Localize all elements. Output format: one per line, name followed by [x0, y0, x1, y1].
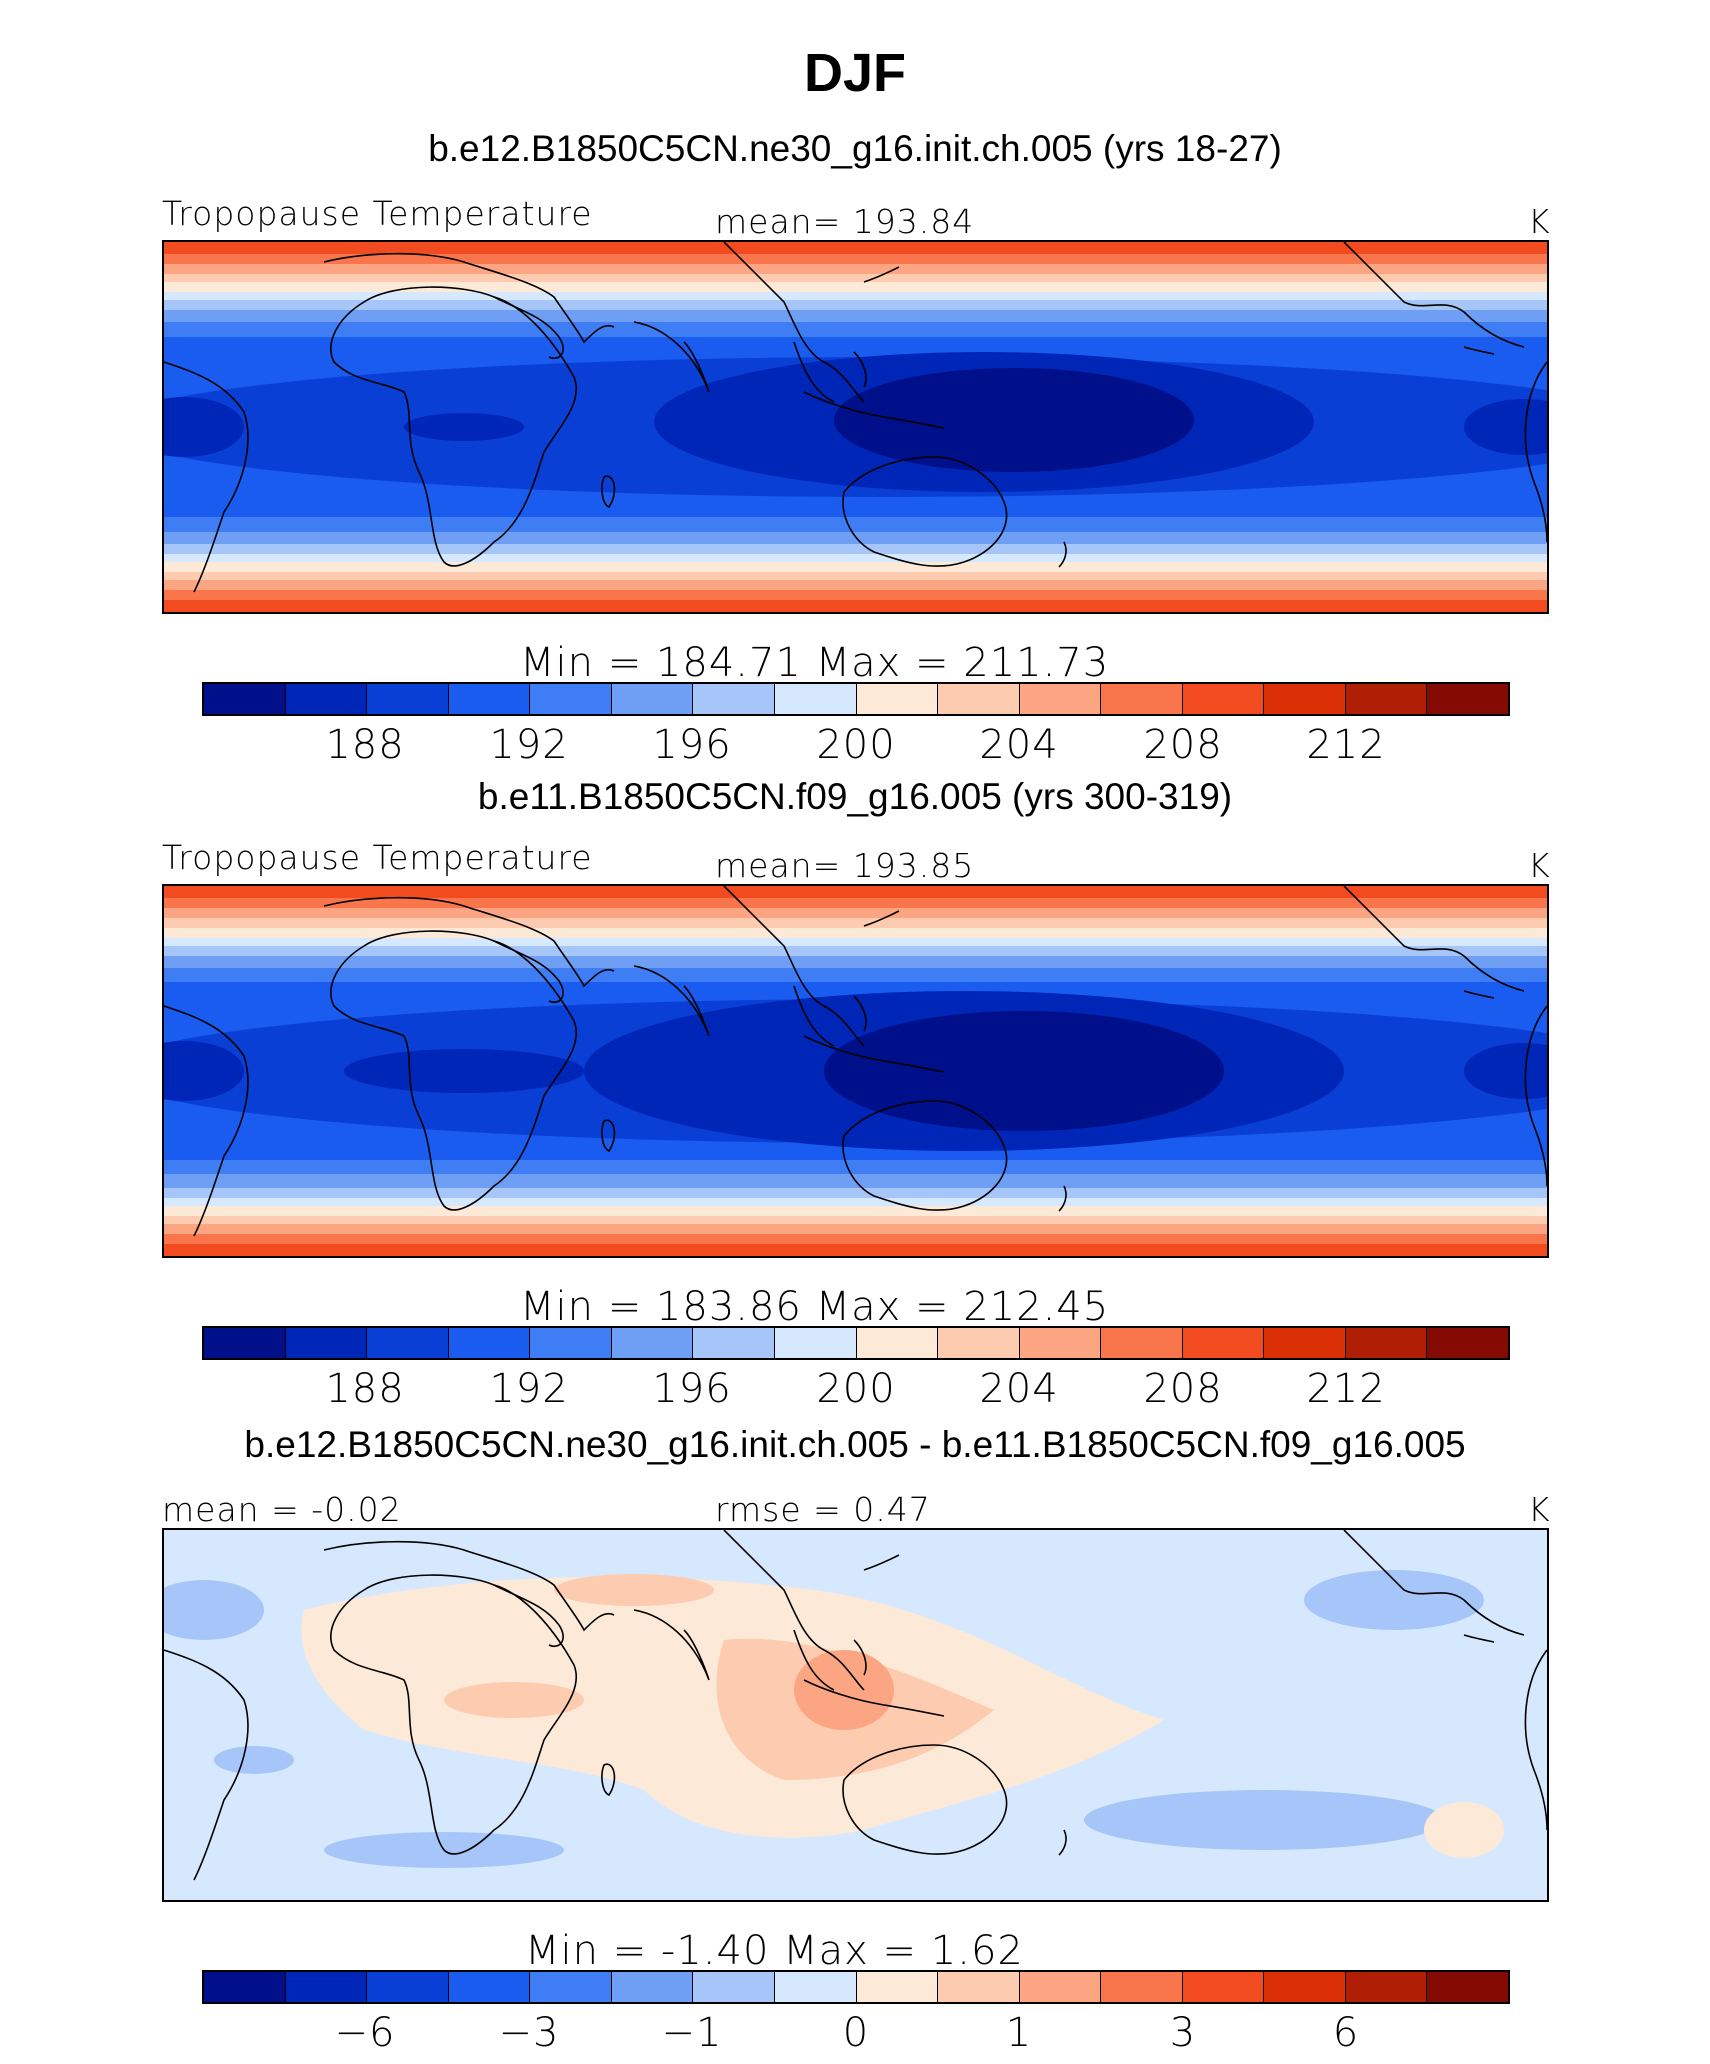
- colorbar-swatch: [1264, 1328, 1346, 1358]
- colorbar-swatch: [367, 1972, 449, 2002]
- colorbar-swatch: [367, 1328, 449, 1358]
- colorbar-swatch: [1101, 684, 1183, 714]
- panel2-tick-label: 192: [489, 1366, 569, 1412]
- panel3-minmax-label: Min = -1.40 Max = 1.62: [525, 1928, 1024, 1974]
- panel3-tick-label: 0: [842, 2010, 870, 2056]
- panel3-tick-label: 6: [1332, 2010, 1360, 2056]
- panel1-units-label: K: [1528, 202, 1551, 241]
- panel1-tick-label: 188: [325, 722, 405, 768]
- colorbar-swatch: [1182, 1972, 1265, 2002]
- panel1-minmax-label: Min = 184.71 Max = 211.73: [520, 640, 1110, 686]
- panel2-variable-label: Tropopause Temperature: [162, 838, 593, 877]
- panel2-tick-label: 204: [979, 1366, 1059, 1412]
- panel1-tick-label: 192: [489, 722, 569, 768]
- colorbar-swatch: [774, 1972, 857, 2002]
- colorbar-swatch: [611, 684, 694, 714]
- colorbar-swatch: [1264, 1972, 1346, 2002]
- colorbar-swatch: [285, 1328, 368, 1358]
- panel3-colorbar: [202, 1970, 1510, 2004]
- panel1-map: [162, 240, 1549, 614]
- colorbar-swatch: [1101, 1328, 1183, 1358]
- panel3-rmse-label: rmse = 0.47: [715, 1490, 931, 1529]
- colorbar-swatch: [367, 684, 449, 714]
- panel1-mean-label: mean= 193.84: [715, 202, 975, 241]
- colorbar-swatch: [448, 1328, 531, 1358]
- panel1-colorbar: [202, 682, 1510, 716]
- colorbar-swatch: [448, 1972, 531, 2002]
- figure-title: DJF: [803, 43, 906, 103]
- panel2-map: [162, 884, 1549, 1258]
- colorbar-swatch: [856, 1972, 939, 2002]
- panel2-mean-label: mean= 193.85: [715, 846, 975, 885]
- panel2-tick-label: 212: [1306, 1366, 1386, 1412]
- colorbar-swatch: [693, 684, 775, 714]
- colorbar-swatch: [1019, 1328, 1102, 1358]
- colorbar-swatch: [1345, 684, 1428, 714]
- colorbar-swatch: [856, 684, 939, 714]
- panel1-tick-label: 208: [1143, 722, 1223, 768]
- colorbar-swatch: [1019, 1972, 1102, 2002]
- colorbar-swatch: [938, 1972, 1020, 2002]
- panel2-tick-label: 188: [325, 1366, 405, 1412]
- colorbar-swatch: [938, 1328, 1020, 1358]
- colorbar-swatch: [693, 1328, 775, 1358]
- panel3-tick-label: −6: [334, 2010, 396, 2056]
- colorbar-swatch: [1427, 1328, 1508, 1358]
- panel2-tick-label: 196: [652, 1366, 732, 1412]
- panel3-mean-label: mean = -0.02: [162, 1490, 402, 1529]
- colorbar-swatch: [204, 684, 286, 714]
- panel2-minmax-label: Min = 183.86 Max = 212.45: [520, 1284, 1110, 1330]
- colorbar-swatch: [1345, 1328, 1428, 1358]
- panel3-tick-label: 3: [1169, 2010, 1197, 2056]
- colorbar-swatch: [1427, 684, 1508, 714]
- panel3-tick-label: 1: [1005, 2010, 1033, 2056]
- panel2-case-title: b.e11.B1850C5CN.f09_g16.005 (yrs 300-319…: [477, 776, 1233, 817]
- colorbar-swatch: [1101, 1972, 1183, 2002]
- colorbar-swatch: [285, 1972, 368, 2002]
- panel2-colorbar: [202, 1326, 1510, 1360]
- panel1-tick-label: 204: [979, 722, 1059, 768]
- colorbar-swatch: [530, 1328, 612, 1358]
- colorbar-swatch: [856, 1328, 939, 1358]
- colorbar-swatch: [611, 1328, 694, 1358]
- colorbar-swatch: [774, 1328, 857, 1358]
- colorbar-swatch: [1182, 684, 1265, 714]
- colorbar-swatch: [611, 1972, 694, 2002]
- panel1-tick-label: 212: [1306, 722, 1386, 768]
- panel2-units-label: K: [1528, 846, 1551, 885]
- colorbar-swatch: [1019, 684, 1102, 714]
- colorbar-swatch: [1264, 684, 1346, 714]
- colorbar-swatch: [1427, 1972, 1508, 2002]
- panel2-tick-label: 208: [1143, 1366, 1223, 1412]
- colorbar-swatch: [204, 1972, 286, 2002]
- panel1-tick-label: 196: [652, 722, 732, 768]
- colorbar-swatch: [1345, 1972, 1428, 2002]
- panel3-case-title: b.e12.B1850C5CN.ne30_g16.init.ch.005 - b…: [244, 1424, 1466, 1465]
- panel1-tick-label: 200: [816, 722, 896, 768]
- colorbar-swatch: [285, 684, 368, 714]
- colorbar-swatch: [1182, 1328, 1265, 1358]
- panel3-units-label: K: [1528, 1490, 1551, 1529]
- panel1-variable-label: Tropopause Temperature: [162, 194, 593, 233]
- colorbar-swatch: [530, 1972, 612, 2002]
- colorbar-swatch: [938, 684, 1020, 714]
- colorbar-swatch: [204, 1328, 286, 1358]
- colorbar-swatch: [693, 1972, 775, 2002]
- panel2-tick-label: 200: [816, 1366, 896, 1412]
- colorbar-swatch: [448, 684, 531, 714]
- panel1-case-title: b.e12.B1850C5CN.ne30_g16.init.ch.005 (yr…: [428, 128, 1282, 169]
- panel3-tick-label: −3: [498, 2010, 560, 2056]
- panel3-map: [162, 1528, 1549, 1902]
- colorbar-swatch: [774, 684, 857, 714]
- colorbar-swatch: [530, 684, 612, 714]
- panel3-tick-label: −1: [661, 2010, 723, 2056]
